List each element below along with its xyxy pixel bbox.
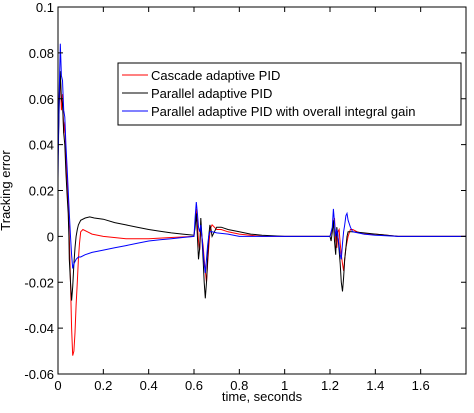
- legend-label: Cascade adaptive PID: [151, 68, 280, 83]
- x-tick-label: 0.4: [140, 378, 158, 393]
- y-tick-label: 0.02: [29, 184, 54, 199]
- y-axis-label: Tracking error: [0, 150, 13, 231]
- y-tick-label: 0.1: [36, 0, 54, 15]
- legend-box: [117, 62, 462, 126]
- y-tick-label: -0.04: [24, 321, 54, 336]
- series-layer: [58, 43, 466, 356]
- x-axis-label: time, seconds: [222, 389, 303, 404]
- x-tick-label: 1: [281, 378, 288, 393]
- x-tick-label: 1.6: [412, 378, 430, 393]
- y-axis: -0.06 -0.04 -0.02 0 0.02 0.04 0.06 0.08 0.1: [24, 0, 466, 382]
- x-tick-label: 0.2: [94, 378, 112, 393]
- x-axis: 0 0.2 0.4 0.6 0.8 1 1.2 1.4 1.6: [54, 7, 430, 393]
- x-tick-label: 1.4: [366, 378, 384, 393]
- y-tick-label: -0.02: [24, 275, 54, 290]
- y-tick-label: 0.06: [29, 92, 54, 107]
- legend: Cascade adaptive PID Parallel adaptive PI…: [117, 62, 462, 126]
- legend-label: Parallel adaptive PID with overall integ…: [151, 104, 415, 119]
- x-tick-label: 0.8: [230, 378, 248, 393]
- plot-frame: [57, 6, 467, 375]
- x-tick-label: 1.2: [321, 378, 339, 393]
- x-tick-label: 0.6: [185, 378, 203, 393]
- y-tick-label: 0: [47, 229, 54, 244]
- y-tick-label: 0.04: [29, 138, 54, 153]
- legend-label: Parallel adaptive PID: [151, 86, 272, 101]
- y-tick-label: -0.06: [24, 367, 54, 382]
- series-line-1: [58, 71, 466, 301]
- series-line-2: [58, 43, 466, 274]
- x-tick-label: 0: [54, 378, 61, 393]
- y-tick-label: 0.08: [29, 46, 54, 61]
